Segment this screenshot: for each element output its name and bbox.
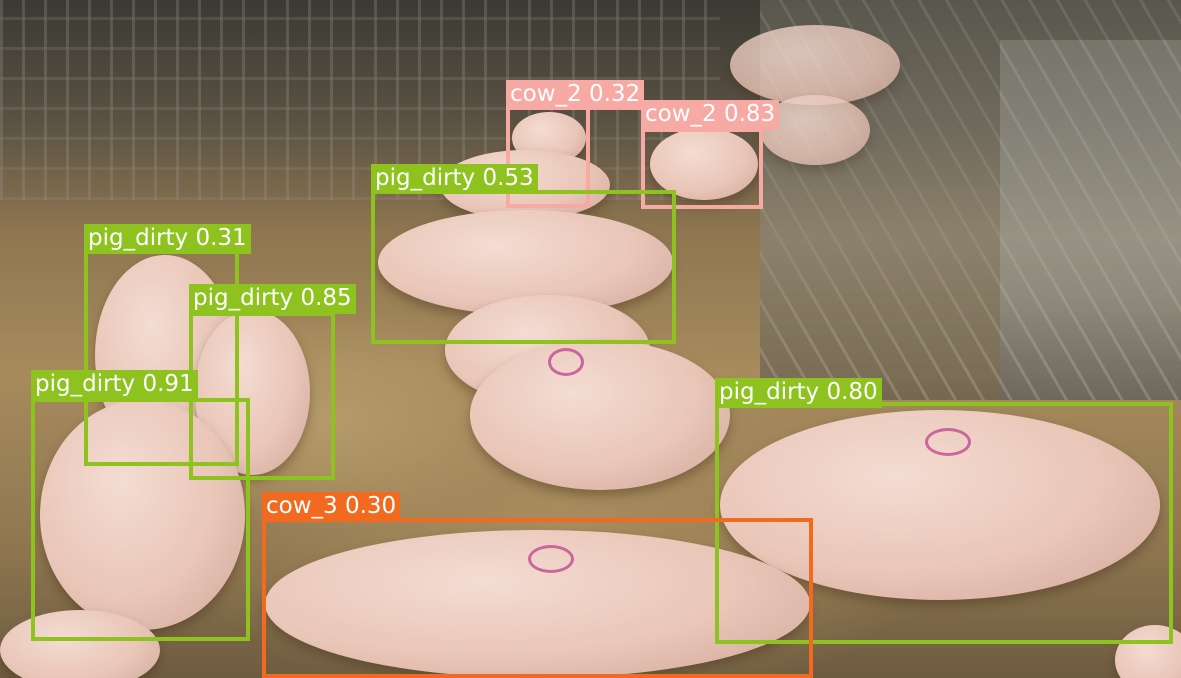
pig-background-group bbox=[730, 25, 900, 105]
detection-label: pig_dirty 0.53 bbox=[371, 164, 538, 194]
detection-label: pig_dirty 0.91 bbox=[31, 370, 198, 400]
detection-label: pig_dirty 0.80 bbox=[715, 378, 882, 408]
pig-top-right bbox=[650, 128, 758, 200]
pig-dirty-detection-053 bbox=[371, 190, 676, 344]
detection-label: pig_dirty 0.31 bbox=[84, 224, 251, 254]
detection-label: pig_dirty 0.85 bbox=[189, 284, 356, 314]
detection-label: cow_3 0.30 bbox=[262, 492, 401, 522]
spray-mark bbox=[528, 545, 574, 573]
pig-left-front bbox=[40, 400, 245, 630]
spray-mark bbox=[925, 428, 971, 456]
pig-center-lower bbox=[470, 340, 730, 490]
detection-label: cow_2 0.83 bbox=[641, 100, 780, 130]
pig-corner-bottom-left bbox=[0, 610, 160, 678]
pig-dirty-detection-091 bbox=[31, 398, 250, 641]
cow-3-detection bbox=[262, 518, 813, 678]
detection-label: cow_2 0.32 bbox=[506, 80, 645, 110]
pig-dirty-detection-080 bbox=[715, 402, 1173, 644]
cow-2-detection-b bbox=[641, 128, 763, 209]
spray-mark bbox=[548, 348, 584, 376]
